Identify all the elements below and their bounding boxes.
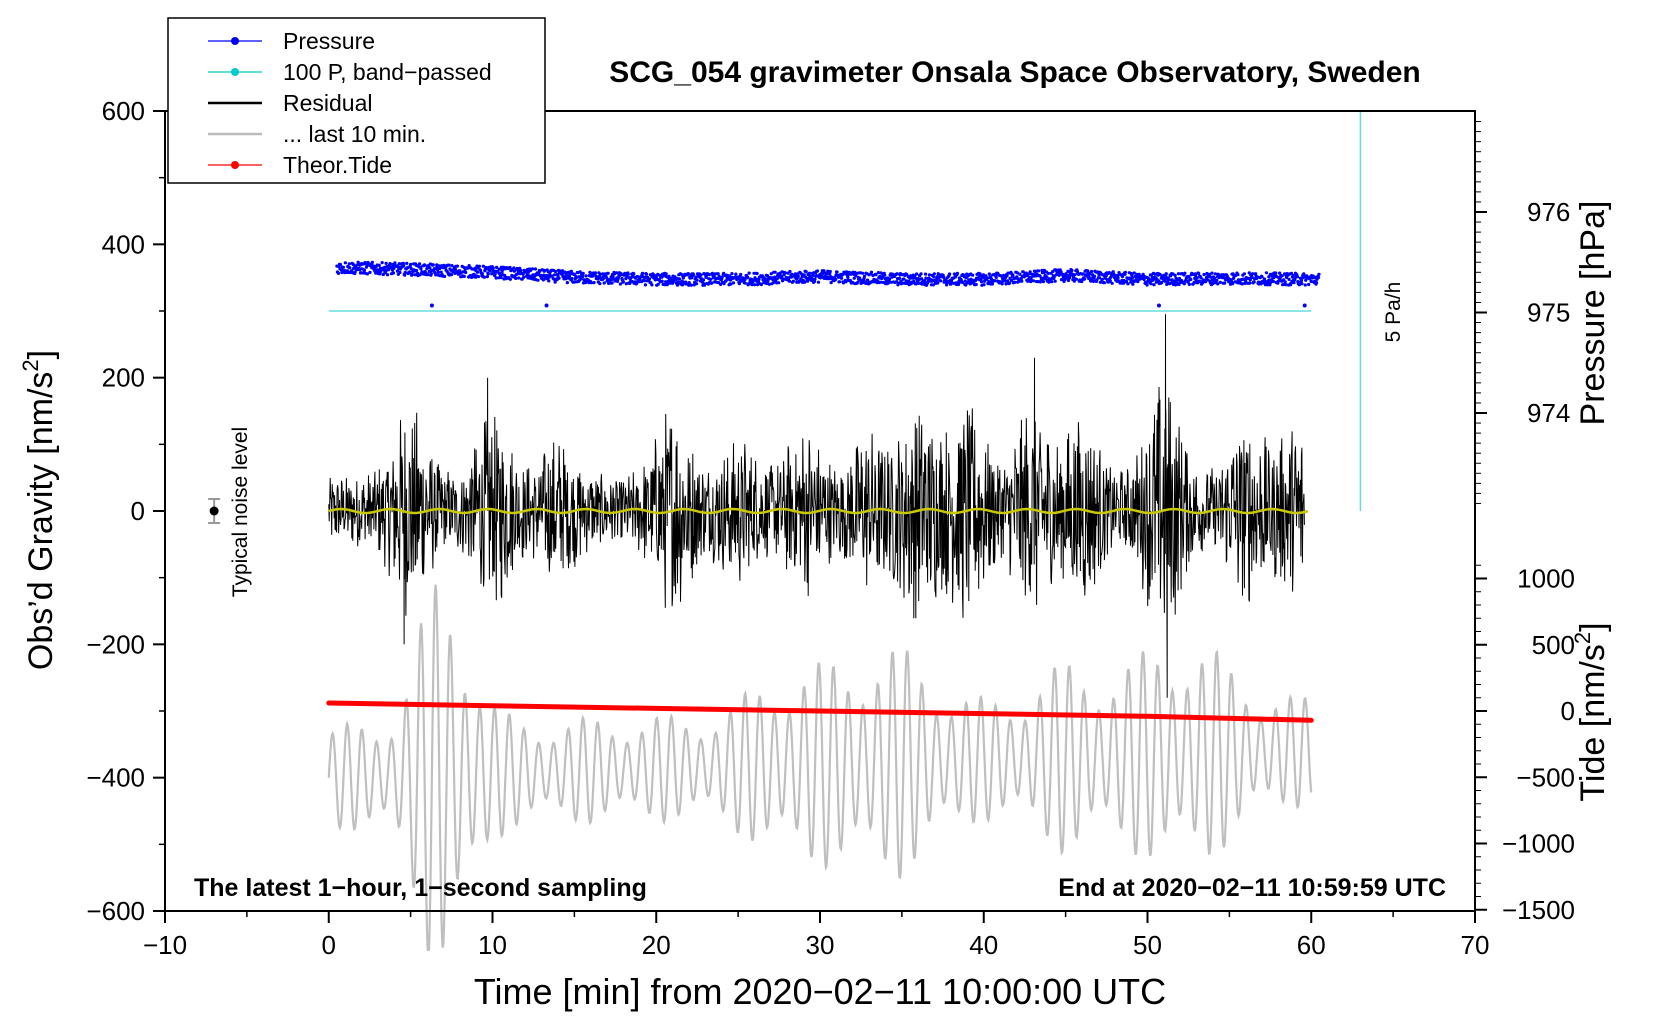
y-axis-label-tide-sup: 2 xyxy=(1570,632,1595,644)
pressure-outlier-dot xyxy=(1302,303,1307,308)
legend-label: ... last 10 min. xyxy=(283,121,426,147)
pressure-outlier-dot xyxy=(544,303,549,308)
pressure-outlier-dot xyxy=(429,303,434,308)
tide-tick-label: 0 xyxy=(1561,696,1575,726)
series-theor-tide xyxy=(326,700,1314,723)
y-axis-label-left-main: Obs’d Gravity [nm/s xyxy=(22,372,60,671)
pressure-dots xyxy=(335,260,1321,287)
series-pressure-bandpassed xyxy=(328,111,1362,511)
series-last-10-min xyxy=(327,584,1313,952)
tide-tick-label: 500 xyxy=(1532,630,1575,660)
tide-tick-label: −1000 xyxy=(1502,829,1575,859)
y-tick-label: 200 xyxy=(102,363,145,393)
legend-swatch-dot xyxy=(231,161,239,169)
legend-box xyxy=(167,17,546,184)
x-tick-label: 20 xyxy=(642,930,671,960)
x-tick-label: 70 xyxy=(1461,930,1490,960)
series-residual-smoothed xyxy=(328,507,1309,515)
x-tick-label: 10 xyxy=(478,930,507,960)
tide-tick-label: −1500 xyxy=(1502,895,1575,925)
x-tick-label: −10 xyxy=(143,930,187,960)
pressure-outlier-dot xyxy=(1156,303,1161,308)
residual-smoothed-line xyxy=(328,507,1309,515)
x-tick-label: 40 xyxy=(969,930,998,960)
chart-title: SCG_054 gravimeter Onsala Space Observat… xyxy=(609,56,1421,89)
series-residual xyxy=(328,314,1305,698)
y-tick-label: −600 xyxy=(86,896,145,926)
last-10-min-line xyxy=(327,584,1313,952)
y-tick-label: −200 xyxy=(86,629,145,659)
legend-swatch-dot xyxy=(231,37,239,45)
y-axis-label-pressure: Pressure [hPa] xyxy=(1574,201,1612,426)
pressure-tick-label: 974 xyxy=(1527,398,1570,428)
x-tick-label: 50 xyxy=(1133,930,1162,960)
y-tick-label: 0 xyxy=(131,496,145,526)
tide-tick-label: −500 xyxy=(1516,762,1575,792)
legend-label: Pressure xyxy=(283,28,375,54)
legend-label: 100 P, band−passed xyxy=(283,59,492,85)
scale-bar-label: 5 Pa/h xyxy=(1382,282,1405,343)
pressure-tick-label: 976 xyxy=(1527,197,1570,227)
x-axis-label: Time [min] from 2020−02−11 10:00:00 UTC xyxy=(474,971,1166,1012)
residual-line xyxy=(328,314,1305,698)
legend: Pressure 100 P, band−passed Residual ... la… xyxy=(167,17,546,184)
legend-label: Theor.Tide xyxy=(283,152,392,178)
y-tick-label: −400 xyxy=(86,763,145,793)
axis-ticks: −10 0 10 20 30 40 50 60 70 600 400 200 0 −200 −400 −600… xyxy=(86,96,1575,960)
series-pressure xyxy=(335,260,1321,308)
tide-tick-label: 1000 xyxy=(1517,564,1575,594)
noise-marker-dot xyxy=(209,506,219,516)
y-tick-label: 400 xyxy=(102,229,145,259)
y-axis-label-tide: Tide [nm/s2] xyxy=(1570,622,1612,801)
y-axis-label-left-end: ] xyxy=(22,350,60,359)
y-axis-label-tide-end: ] xyxy=(1574,622,1612,631)
legend-label: Residual xyxy=(283,90,373,116)
x-tick-label: 30 xyxy=(806,930,835,960)
chart-decorations xyxy=(208,498,221,524)
pressure-tick-label: 975 xyxy=(1527,298,1570,328)
theor-tide-line xyxy=(326,700,1314,723)
y-tick-label: 600 xyxy=(102,96,145,126)
x-tick-label: 60 xyxy=(1297,930,1326,960)
y-axis-label-left: Obs’d Gravity [nm/s2] xyxy=(18,350,60,670)
noise-level-label: Typical noise level xyxy=(229,427,252,597)
legend-entries: Pressure 100 P, band−passed Residual ... la… xyxy=(208,28,492,178)
x-tick-label: 0 xyxy=(322,930,336,960)
y-axis-label-left-sup: 2 xyxy=(18,359,43,371)
legend-swatch-dot xyxy=(231,68,239,76)
y-axis-label-tide-main: Tide [nm/s xyxy=(1574,644,1612,801)
annotation-end-time: End at 2020−02−11 10:59:59 UTC xyxy=(1058,874,1446,902)
annotation-latest-hour: The latest 1−hour, 1−second sampling xyxy=(194,874,647,902)
